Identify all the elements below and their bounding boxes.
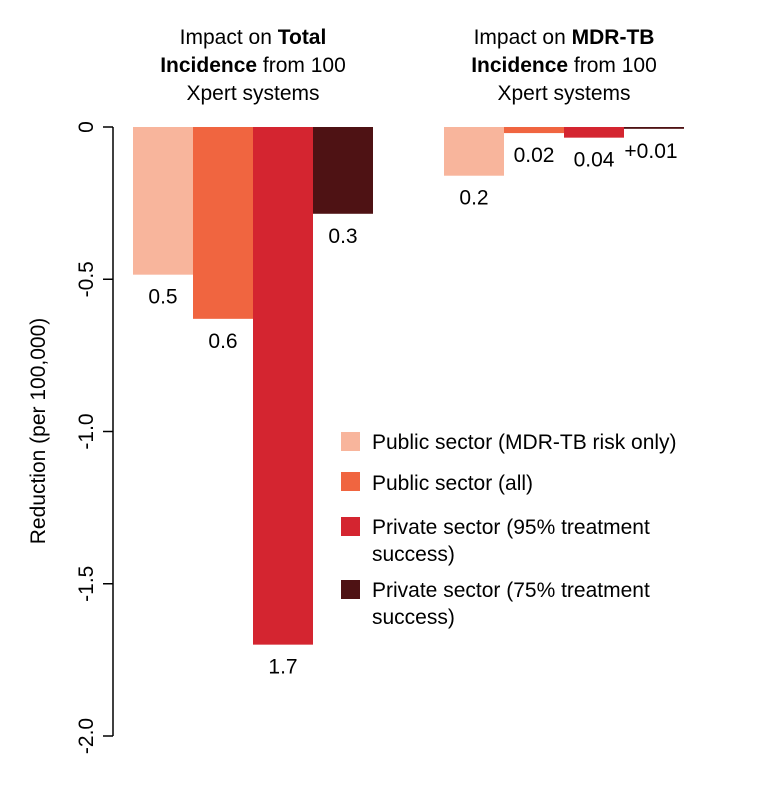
y-tick-label: -1.0 [75,413,98,449]
bar-value-label: 0.04 [574,149,615,172]
y-tick-label: -0.5 [75,261,98,297]
panel-title-line: Impact on MDR-TB [474,26,655,49]
bar [313,127,373,214]
panel-title-line: Xpert systems [497,82,630,105]
panel-title-line: Xpert systems [186,82,319,105]
bar-value-label: 0.2 [459,187,488,210]
y-tick-label: 0 [75,121,98,133]
legend-label: success) [372,606,455,629]
bar-value-label: 0.6 [208,330,237,353]
y-tick-label: -1.5 [75,566,98,602]
bar [504,127,564,134]
panel-title-line: Incidence from 100 [160,54,346,77]
bar [624,127,684,129]
legend-swatch [341,517,360,536]
legend-swatch [341,580,360,599]
legend-label: Public sector (MDR-TB risk only) [372,431,677,454]
legend-label: Private sector (75% treatment [372,579,650,602]
bar-value-label: 0.5 [148,286,177,309]
legend-label: success) [372,543,455,566]
bar-value-label: +0.01 [624,140,677,163]
y-tick-label: -2.0 [75,718,98,754]
bar [444,127,504,176]
y-axis-title: Reduction (per 100,000) [27,318,50,544]
bar-value-label: 1.7 [268,656,297,679]
legend-swatch [341,432,360,451]
bar [564,127,624,138]
bar [133,127,193,275]
legend-label: Public sector (all) [372,472,533,495]
bar [253,127,313,645]
bar-value-label: 0.02 [514,144,555,167]
bar [193,127,253,319]
bar-value-label: 0.3 [328,225,357,248]
legend-swatch [341,472,360,491]
panel-title-line: Incidence from 100 [471,54,657,77]
panel-title-line: Impact on Total [180,26,327,49]
legend-label: Private sector (95% treatment [372,516,650,539]
